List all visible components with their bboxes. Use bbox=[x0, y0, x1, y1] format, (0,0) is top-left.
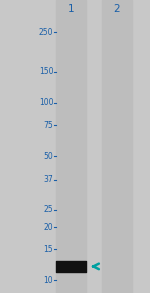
Text: 150: 150 bbox=[39, 67, 53, 76]
Text: 50: 50 bbox=[44, 152, 53, 161]
Bar bbox=[56, 0, 86, 293]
Text: 10: 10 bbox=[44, 276, 53, 285]
Text: 15: 15 bbox=[44, 245, 53, 254]
Text: 37: 37 bbox=[44, 175, 53, 184]
Text: 20: 20 bbox=[44, 222, 53, 231]
Text: 250: 250 bbox=[39, 28, 53, 37]
Text: 1: 1 bbox=[68, 4, 75, 14]
Bar bbox=[102, 0, 132, 293]
Text: 100: 100 bbox=[39, 98, 53, 108]
Text: 25: 25 bbox=[44, 205, 53, 214]
Text: 2: 2 bbox=[114, 4, 120, 14]
Text: 75: 75 bbox=[44, 121, 53, 130]
